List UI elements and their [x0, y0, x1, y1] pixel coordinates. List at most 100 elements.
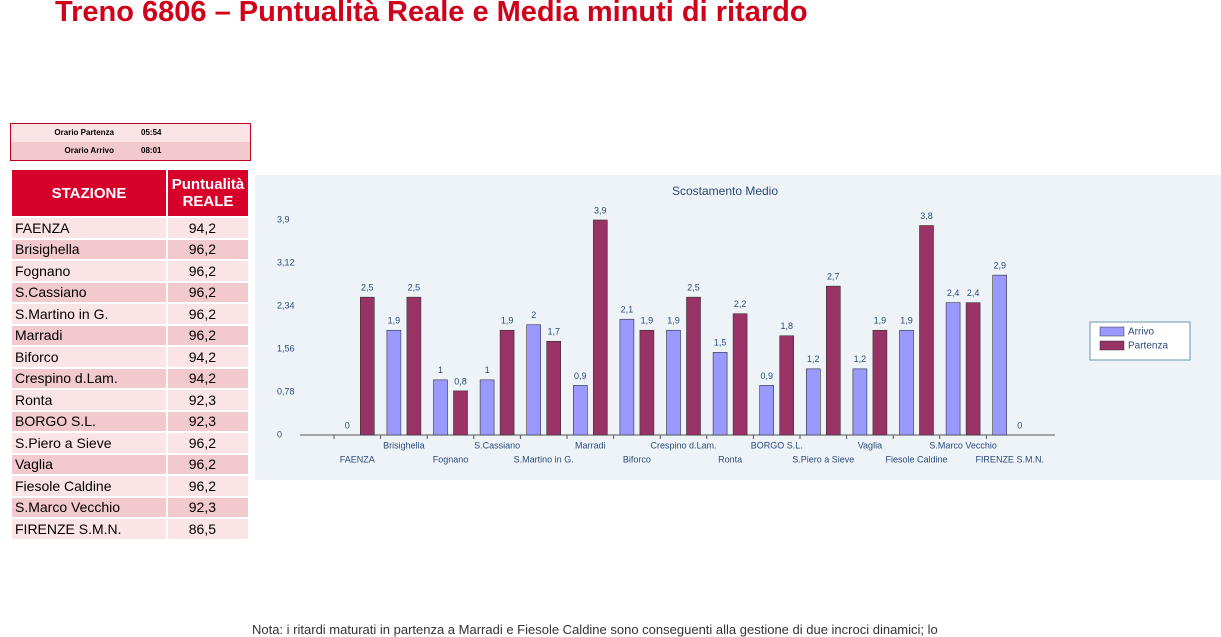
bar	[805, 368, 821, 436]
x-tick-label: Vaglia	[858, 440, 882, 450]
bar	[899, 329, 914, 436]
x-tick-label: S.Martino in G.	[514, 454, 574, 464]
value-label: 2,9	[993, 261, 1006, 271]
x-tick-label: FIRENZE S.M.N.	[975, 454, 1044, 464]
bar	[825, 285, 841, 436]
table-cell: 96,2	[166, 323, 250, 347]
value-label: 1,9	[874, 316, 887, 326]
x-tick-label: Marradi	[575, 440, 606, 450]
table-cell: 96,2	[166, 237, 250, 261]
value-label: 2,5	[687, 283, 700, 293]
bar	[572, 385, 588, 436]
slide-title: Treno 6806 – Puntualità Reale e Media mi…	[55, 0, 808, 28]
legend-label: Arrivo	[1128, 327, 1155, 338]
legend-label: Partenza	[1128, 341, 1168, 352]
bar	[386, 329, 402, 436]
table-cell: S.Piero a Sieve	[10, 431, 168, 455]
x-tick-label: Fognano	[433, 454, 469, 464]
y-tick-label: 0,78	[277, 386, 295, 396]
y-tick-label: 2,34	[277, 300, 295, 310]
table-cell: Brisighella	[10, 237, 168, 261]
value-label: 1,9	[900, 316, 913, 326]
bar	[406, 296, 422, 436]
bar	[359, 296, 375, 436]
y-tick-label: 1,56	[277, 343, 295, 353]
bar	[759, 385, 775, 436]
table-row: Vaglia 96,2	[10, 452, 250, 476]
bar	[479, 379, 495, 436]
chart-title: Scostamento Medio	[672, 184, 778, 198]
x-tick-label: S.Marco Vecchio	[929, 440, 997, 450]
value-label: 2,2	[734, 299, 747, 309]
value-label: 2,5	[408, 283, 421, 293]
bar	[992, 274, 1008, 436]
value-label: 1,5	[714, 338, 727, 348]
value-label: 0	[345, 420, 350, 430]
value-label: 1,2	[807, 354, 820, 364]
x-tick-label: Ronta	[718, 454, 742, 464]
x-tick-label: Biforco	[623, 454, 651, 464]
schedule-row: Orario Partenza 05:54	[11, 124, 250, 142]
bar	[852, 368, 868, 436]
table-cell: 96,2	[166, 280, 250, 304]
bar	[592, 219, 608, 436]
table-row: Marradi 96,2	[10, 323, 250, 347]
value-label: 1,9	[501, 316, 514, 326]
table-cell: 96,2	[166, 452, 250, 476]
schedule-row: Orario Arrivo 08:01	[11, 142, 250, 160]
bar	[686, 296, 701, 436]
bar	[919, 225, 934, 436]
value-label: 2	[531, 310, 536, 320]
table-row: FAENZA 94,2	[10, 216, 250, 240]
x-tick-label: BORGO S.L.	[751, 440, 803, 450]
y-tick-label: 0	[277, 429, 282, 439]
legend-swatch	[1099, 340, 1125, 351]
bar	[945, 302, 961, 436]
table-cell: 96,2	[166, 259, 250, 283]
schedule-cell: 08:01	[141, 146, 162, 155]
table-cell: FAENZA	[10, 216, 168, 240]
bar	[732, 313, 748, 436]
bar	[712, 352, 728, 436]
table-cell: BORGO S.L.	[10, 409, 168, 433]
bar	[639, 329, 655, 436]
bar	[619, 318, 635, 436]
x-tick-label: S.Piero a Sieve	[792, 454, 854, 464]
table-row: S.Martino in G. 96,2	[10, 302, 250, 326]
bar	[526, 324, 542, 436]
x-tick-label: Brisighella	[383, 440, 425, 450]
table-row: S.Piero a Sieve 96,2	[10, 431, 250, 455]
bar	[433, 379, 448, 436]
table-row: Crespino d.Lam. 94,2	[10, 366, 250, 390]
table-row: Fognano 96,2	[10, 259, 250, 283]
bar	[666, 329, 681, 436]
table-row: Fiesole Caldine 96,2	[10, 474, 250, 498]
table-cell: 96,2	[166, 431, 250, 455]
schedule-cell: Orario Partenza	[54, 128, 114, 137]
value-label: 2,7	[827, 272, 840, 282]
header-cell: Puntualità REALE	[166, 168, 250, 218]
value-label: 1,2	[854, 354, 867, 364]
value-label: 3,9	[594, 205, 607, 215]
value-label: 2,5	[361, 283, 374, 293]
table-row: BORGO S.L. 92,3	[10, 409, 250, 433]
value-label: 1,9	[388, 316, 401, 326]
x-tick-label: Fiesole Caldine	[885, 454, 947, 464]
bar	[453, 390, 468, 436]
header-cell: STAZIONE	[10, 168, 168, 218]
value-label: 0,8	[454, 376, 467, 386]
table-row: FIRENZE S.M.N. 86,5	[10, 517, 250, 541]
table-cell: 86,5	[166, 517, 250, 541]
value-label: 1	[438, 365, 443, 375]
value-label: 0,9	[574, 371, 587, 381]
value-label: 2,4	[967, 288, 980, 298]
value-label: 3,8	[920, 211, 933, 221]
x-tick-label: S.Cassiano	[474, 440, 520, 450]
value-label: 0	[1017, 420, 1022, 430]
schedule-cell: Orario Arrivo	[64, 146, 115, 155]
value-label: 1,9	[667, 316, 680, 326]
y-tick-label: 3,12	[277, 257, 295, 267]
legend-swatch	[1099, 326, 1125, 337]
